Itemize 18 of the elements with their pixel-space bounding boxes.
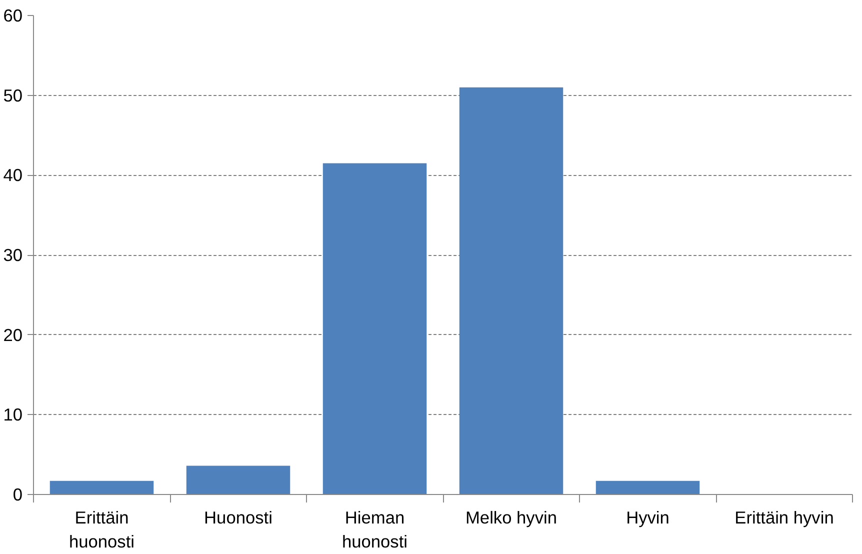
x-tick-label: Melko hyvin xyxy=(466,508,558,528)
x-tick-label: Huonosti xyxy=(204,508,272,528)
bar xyxy=(186,466,290,494)
bar xyxy=(322,163,427,494)
y-tick-label: 60 xyxy=(3,6,23,26)
x-tick-label: Hyvin xyxy=(626,508,670,528)
bar xyxy=(50,480,154,494)
y-tick-label: 0 xyxy=(12,484,23,504)
x-tick-label: Hieman huonosti xyxy=(342,508,408,552)
x-tick-label: Erittäin huonosti xyxy=(68,508,135,552)
y-tick-label: 20 xyxy=(3,324,23,345)
y-tick-label: 50 xyxy=(3,85,23,106)
y-tick-label: 30 xyxy=(3,245,23,265)
x-tick-label: Erittäin hyvin xyxy=(734,508,834,528)
bar xyxy=(459,87,564,494)
y-tick-label: 10 xyxy=(3,404,23,425)
bar xyxy=(596,480,700,494)
y-tick-label: 40 xyxy=(3,165,23,186)
